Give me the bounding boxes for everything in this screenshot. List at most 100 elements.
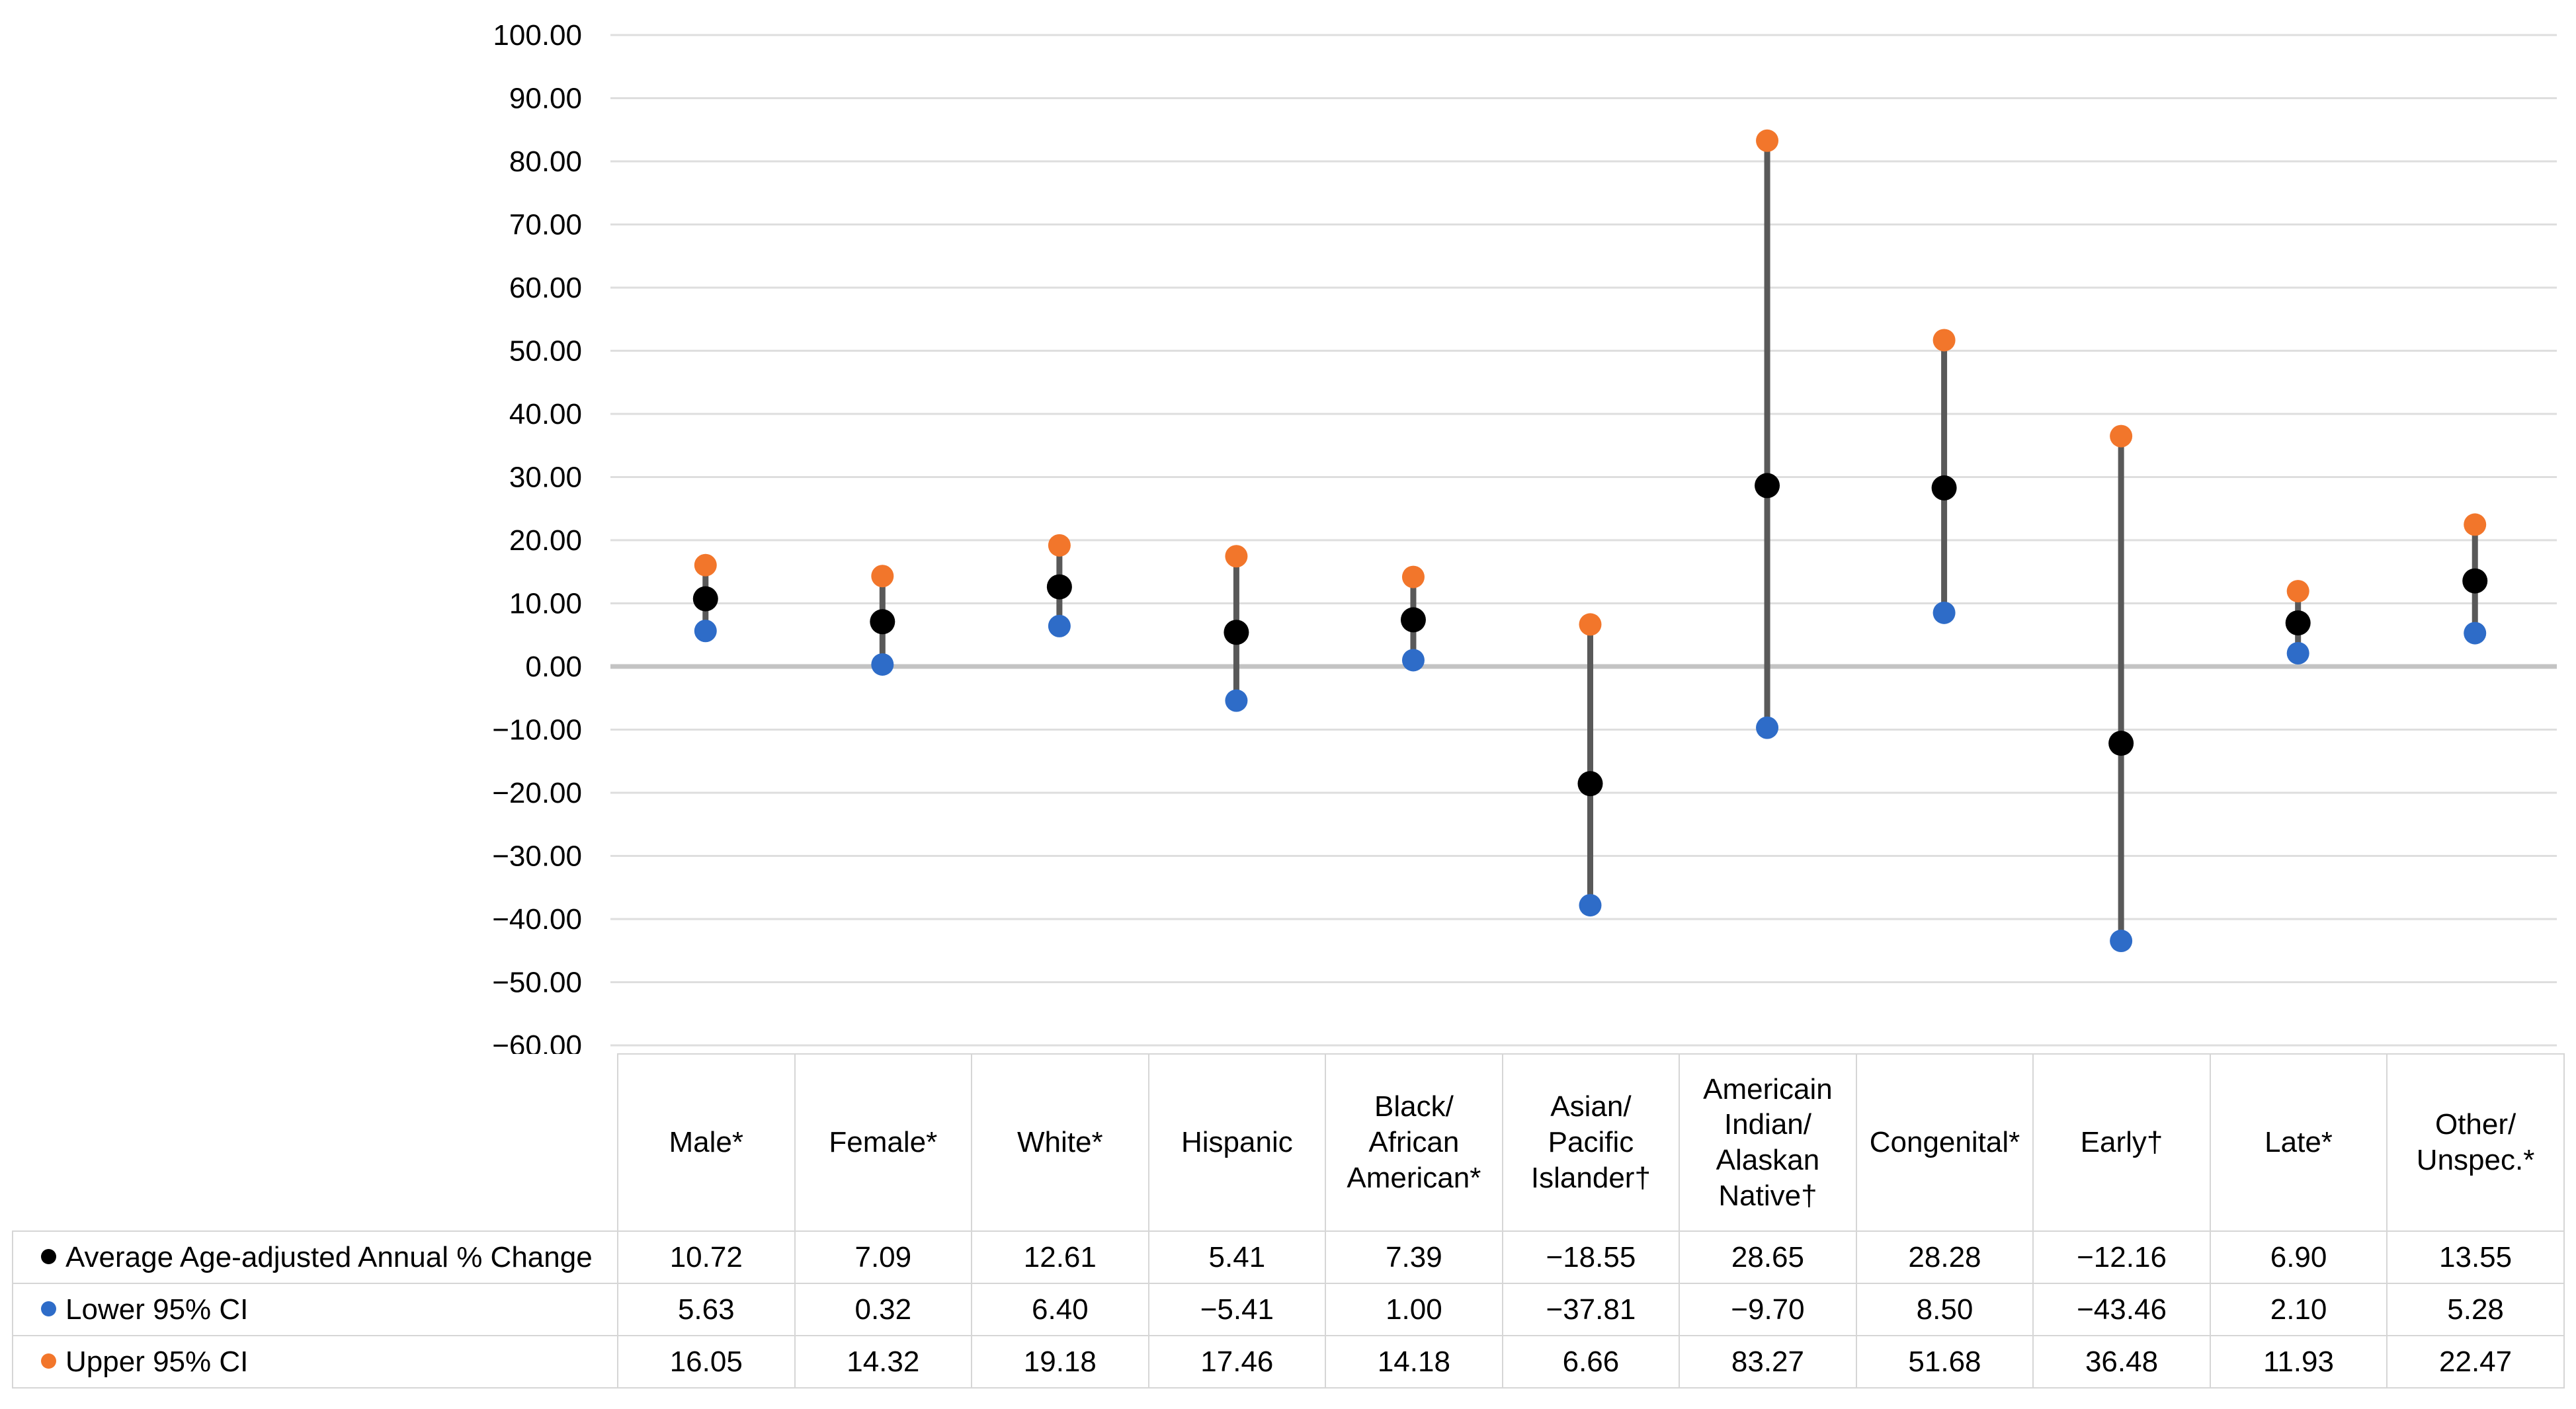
value-cell: 28.28 [1855, 1230, 2034, 1284]
avg-marker [1931, 475, 1957, 501]
lower-ci-marker [694, 620, 717, 643]
table-corner-cell [13, 1054, 618, 1232]
y-axis-tick-label: 10.00 [509, 588, 582, 620]
lower-ci-marker [1932, 601, 1956, 624]
value-cell: −12.16 [2032, 1230, 2211, 1284]
avg-marker [692, 586, 718, 612]
column-header: Congenital* [1855, 1053, 2034, 1232]
column-header: Black/ African American* [1325, 1053, 1503, 1232]
upper-ci-marker [1401, 565, 1425, 588]
table-row: Upper 95% CI 16.05 14.32 19.18 17.46 14.18 6.6… [12, 1335, 2565, 1389]
table-row: Average Age-adjusted Annual % Change 10.7… [12, 1230, 2565, 1284]
legend-marker-icon [41, 1353, 56, 1369]
value-cell: 22.47 [2386, 1335, 2565, 1389]
series-name-label: Average Age-adjusted Annual % Change [65, 1240, 593, 1273]
table-header-row: Male* Female* White* Hispanic Black/ African… [13, 1053, 2565, 1232]
value-cell: 7.09 [794, 1230, 973, 1284]
avg-marker [1755, 473, 1780, 499]
legend-marker-icon [41, 1249, 56, 1265]
column-header: Americain Indian/ Alaskan Native† [1679, 1053, 1857, 1232]
lower-ci-marker [1225, 689, 1248, 712]
upper-ci-marker [2464, 513, 2487, 536]
y-axis-tick-label: 90.00 [509, 83, 582, 115]
value-cell: −5.41 [1147, 1283, 1327, 1336]
series-row-label: Average Age-adjusted Annual % Change [12, 1230, 618, 1284]
column-header: Female* [794, 1053, 973, 1232]
avg-marker [1046, 574, 1072, 600]
value-cell: −18.55 [1501, 1230, 1681, 1284]
y-axis-tick-label: −10.00 [492, 714, 582, 746]
upper-ci-marker [694, 553, 717, 577]
column-header: Other/ Unspec.* [2386, 1053, 2565, 1232]
data-table: Male* Female* White* Hispanic Black/ African… [12, 1053, 2565, 1389]
y-axis-tick-label: −30.00 [492, 840, 582, 873]
value-cell: 16.05 [617, 1335, 796, 1389]
avg-marker [1577, 771, 1603, 797]
y-axis-tick-label: 70.00 [509, 209, 582, 241]
value-cell: 19.18 [971, 1335, 1149, 1389]
y-axis-tick-label: 30.00 [509, 462, 582, 494]
y-axis-tick-label: −50.00 [492, 967, 582, 999]
y-axis-tick-label: 100.00 [493, 19, 582, 52]
value-cell: 8.50 [1855, 1283, 2034, 1336]
lower-ci-marker [1048, 614, 1071, 637]
lower-ci-marker [1756, 716, 1779, 739]
value-cell: 5.28 [2386, 1283, 2565, 1336]
column-header: Hispanic [1147, 1053, 1327, 1232]
y-axis-tick-label: −40.00 [492, 903, 582, 936]
series-name-label: Upper 95% CI [65, 1345, 249, 1378]
series-row-label: Lower 95% CI [12, 1283, 618, 1336]
avg-marker [1400, 607, 1426, 633]
y-axis-tick-label: 20.00 [509, 524, 582, 557]
y-axis-tick-label: 60.00 [509, 272, 582, 304]
upper-ci-marker [1048, 534, 1071, 557]
series-name-label: Lower 95% CI [65, 1293, 249, 1326]
y-axis-tick-label: 0.00 [525, 651, 582, 683]
value-cell: 13.55 [2386, 1230, 2565, 1284]
lower-ci-marker [2464, 622, 2487, 645]
value-cell: −43.46 [2032, 1283, 2211, 1336]
value-cell: 7.39 [1325, 1230, 1503, 1284]
avg-marker [870, 609, 895, 635]
legend-marker-icon [41, 1301, 56, 1317]
y-axis-tick-label: 40.00 [509, 398, 582, 430]
lower-ci-marker [2110, 930, 2133, 953]
value-cell: 12.61 [971, 1230, 1149, 1284]
avg-marker [2108, 731, 2134, 756]
y-axis-tick-label: −20.00 [492, 777, 582, 809]
value-cell: 14.32 [794, 1335, 973, 1389]
lower-ci-marker [1579, 894, 1602, 917]
column-header: Male* [617, 1053, 796, 1232]
upper-ci-marker [1756, 129, 1779, 152]
value-cell: 17.46 [1147, 1335, 1327, 1389]
value-cell: 1.00 [1325, 1283, 1503, 1336]
y-axis-tick-label: −60.00 [492, 1029, 582, 1058]
value-cell: 11.93 [2209, 1335, 2388, 1389]
value-cell: 2.10 [2209, 1283, 2388, 1336]
value-cell: 10.72 [617, 1230, 796, 1284]
lower-ci-marker [2286, 641, 2309, 664]
value-cell: 6.90 [2209, 1230, 2388, 1284]
upper-ci-marker [871, 565, 894, 588]
column-header: Asian/ Pacific Islander† [1501, 1053, 1681, 1232]
column-header: White* [971, 1053, 1149, 1232]
value-cell: −37.81 [1501, 1283, 1681, 1336]
upper-ci-marker [2286, 580, 2309, 603]
avg-marker [1224, 620, 1249, 645]
value-cell: 83.27 [1679, 1335, 1857, 1389]
value-cell: 6.66 [1501, 1335, 1681, 1389]
lower-ci-marker [871, 653, 894, 676]
value-cell: 51.68 [1855, 1335, 2034, 1389]
upper-ci-marker [1225, 545, 1248, 568]
value-cell: −9.70 [1679, 1283, 1857, 1336]
value-cell: 5.41 [1147, 1230, 1327, 1284]
table-row: Lower 95% CI 5.63 0.32 6.40 −5.41 1.00 −37.81−… [12, 1283, 2565, 1336]
y-axis-tick-label: 50.00 [509, 335, 582, 368]
lower-ci-marker [1401, 649, 1425, 672]
column-header: Late* [2209, 1053, 2388, 1232]
column-header: Early† [2032, 1053, 2211, 1232]
y-axis-tick-label: 80.00 [509, 145, 582, 178]
value-cell: 36.48 [2032, 1335, 2211, 1389]
value-cell: 0.32 [794, 1283, 973, 1336]
